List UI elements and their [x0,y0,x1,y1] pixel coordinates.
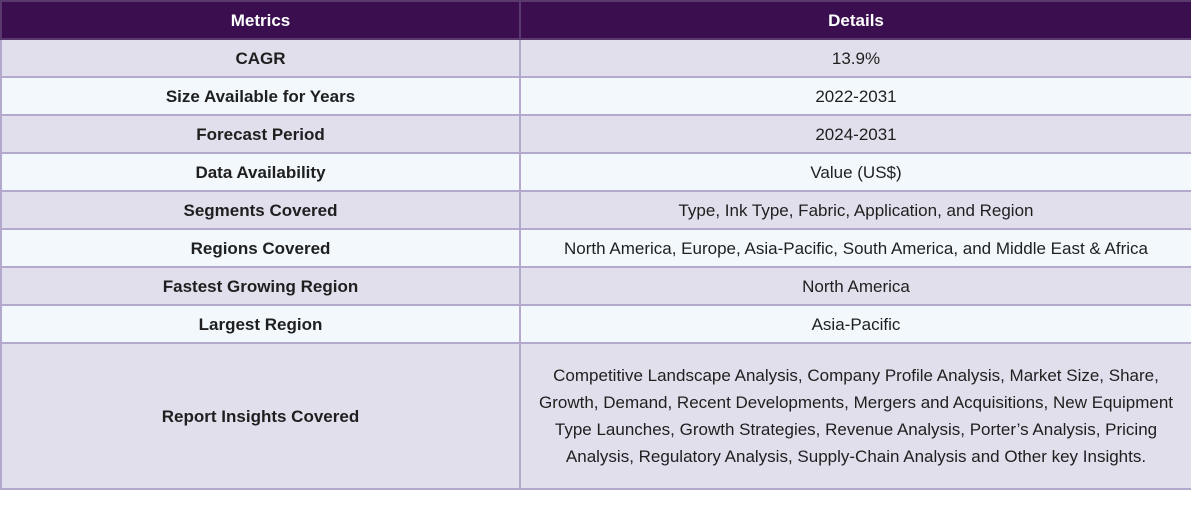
metric-cell: Report Insights Covered [0,342,521,490]
metrics-table: Metrics Details CAGR 13.9% Size Availabl… [0,0,1191,490]
metric-cell: Forecast Period [0,114,521,154]
table-row-fastest-growing: Fastest Growing Region North America [0,266,1191,306]
metric-cell: CAGR [0,38,521,78]
details-cell: Competitive Landscape Analysis, Company … [519,342,1191,490]
table-row-size-years: Size Available for Years 2022-2031 [0,76,1191,116]
metric-cell: Size Available for Years [0,76,521,116]
details-cell: 2024-2031 [519,114,1191,154]
details-cell: Value (US$) [519,152,1191,192]
header-details: Details [519,0,1191,40]
metric-cell: Data Availability [0,152,521,192]
table-header: Metrics Details [0,0,1191,40]
details-cell: Asia-Pacific [519,304,1191,344]
metric-cell: Segments Covered [0,190,521,230]
header-metrics: Metrics [0,0,521,40]
table-row-regions-covered: Regions Covered North America, Europe, A… [0,228,1191,268]
header-row: Metrics Details [0,0,1191,40]
details-cell: 2022-2031 [519,76,1191,116]
details-cell: Type, Ink Type, Fabric, Application, and… [519,190,1191,230]
table-row-largest-region: Largest Region Asia-Pacific [0,304,1191,344]
table-row-cagr: CAGR 13.9% [0,38,1191,78]
metric-cell: Largest Region [0,304,521,344]
table-row-forecast-period: Forecast Period 2024-2031 [0,114,1191,154]
details-cell: North America, Europe, Asia-Pacific, Sou… [519,228,1191,268]
table-row-data-availability: Data Availability Value (US$) [0,152,1191,192]
table-body: CAGR 13.9% Size Available for Years 2022… [0,38,1191,490]
table-row-segments-covered: Segments Covered Type, Ink Type, Fabric,… [0,190,1191,230]
metric-cell: Fastest Growing Region [0,266,521,306]
metric-cell: Regions Covered [0,228,521,268]
details-cell: North America [519,266,1191,306]
details-cell: 13.9% [519,38,1191,78]
table-row-report-insights: Report Insights Covered Competitive Land… [0,342,1191,490]
